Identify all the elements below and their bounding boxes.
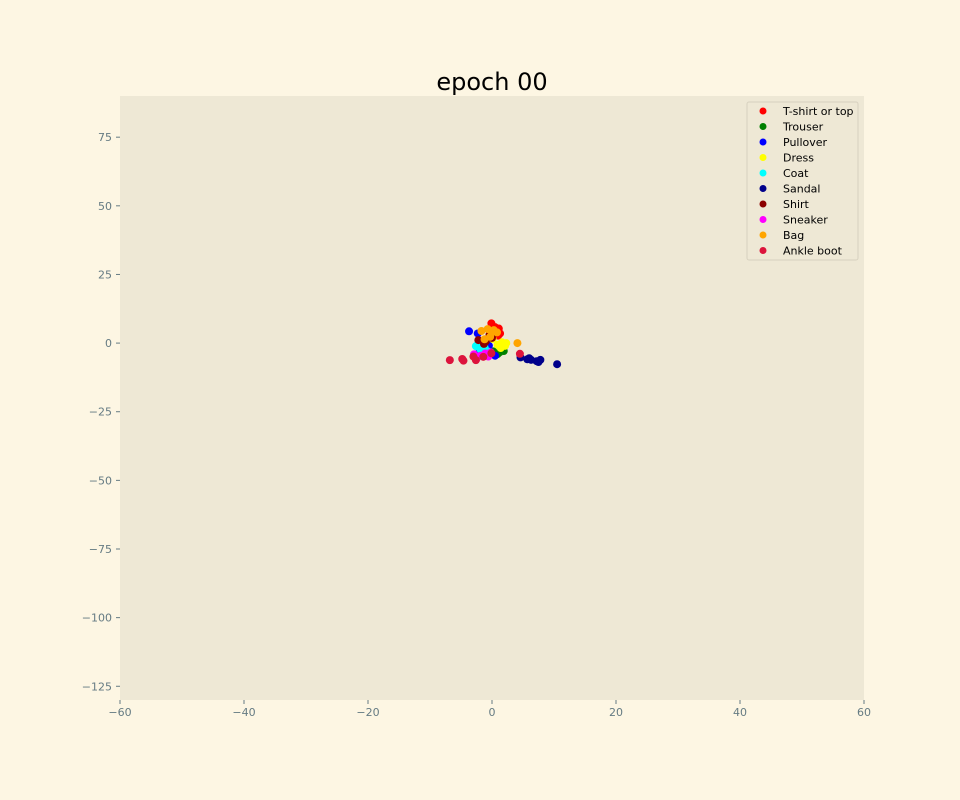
- legend-label: Pullover: [783, 136, 828, 149]
- legend-marker: [759, 200, 767, 208]
- data-point: [496, 344, 505, 353]
- y-tick-label: 50: [98, 200, 112, 213]
- data-point: [465, 327, 474, 336]
- x-tick-label: 60: [857, 706, 871, 719]
- y-tick-label: −75: [89, 543, 112, 556]
- y-tick-label: −25: [89, 406, 112, 419]
- legend-marker: [759, 138, 767, 146]
- data-point: [477, 327, 486, 336]
- legend-marker: [759, 247, 767, 254]
- data-point: [515, 349, 524, 358]
- legend-label: Sneaker: [783, 214, 828, 227]
- legend-box: [746, 101, 859, 261]
- x-tick-label: −40: [232, 706, 255, 719]
- legend-marker: [759, 169, 767, 177]
- x-axis: −60 −40 −20 0 20 40 60: [108, 700, 871, 719]
- data-point: [488, 328, 496, 337]
- series-8: [477, 325, 522, 348]
- legend-label: Ankle boot: [783, 245, 843, 258]
- x-tick-label: −20: [356, 706, 379, 719]
- data-point: [474, 336, 483, 345]
- legend-marker: [759, 123, 767, 130]
- legend-label: Shirt: [783, 198, 810, 211]
- data-point: [553, 360, 562, 369]
- data-points: [445, 319, 562, 369]
- series-9: [445, 349, 524, 365]
- y-tick-label: 75: [98, 131, 112, 144]
- plot-area: [120, 96, 864, 700]
- data-point: [525, 354, 534, 363]
- legend-label: Coat: [783, 167, 809, 180]
- y-tick-label: −100: [82, 612, 112, 625]
- legend: T-shirt or top Trouser Pullover Dress Coat Sa…: [746, 101, 859, 261]
- legend-marker: [759, 185, 767, 192]
- chart-title: epoch 00: [436, 68, 547, 96]
- data-point: [445, 356, 454, 365]
- legend-marker: [759, 154, 767, 161]
- legend-label: Trouser: [782, 121, 824, 134]
- legend-marker: [759, 107, 767, 115]
- data-point: [502, 339, 511, 348]
- legend-marker: [759, 216, 767, 223]
- y-tick-label: −50: [89, 474, 112, 487]
- data-point: [534, 358, 543, 367]
- y-tick-label: −125: [82, 680, 112, 693]
- x-tick-label: 0: [489, 706, 496, 719]
- y-axis: 75 50 25 0 −25 −50 −75 −100 −125: [82, 131, 120, 693]
- data-point: [487, 349, 496, 358]
- series-3: [488, 334, 511, 353]
- data-point: [469, 352, 478, 361]
- y-tick-label: 0: [105, 337, 112, 350]
- data-point: [459, 356, 468, 365]
- legend-label: Bag: [783, 229, 804, 242]
- data-point: [513, 339, 522, 348]
- x-tick-label: 20: [609, 706, 623, 719]
- data-point: [479, 352, 488, 361]
- legend-label: Sandal: [783, 183, 820, 196]
- legend-label: Dress: [783, 152, 814, 165]
- x-tick-label: −60: [108, 706, 131, 719]
- legend-marker: [759, 231, 767, 239]
- x-tick-label: 40: [733, 706, 747, 719]
- y-tick-label: 25: [98, 268, 112, 281]
- legend-label: T-shirt or top: [782, 105, 854, 118]
